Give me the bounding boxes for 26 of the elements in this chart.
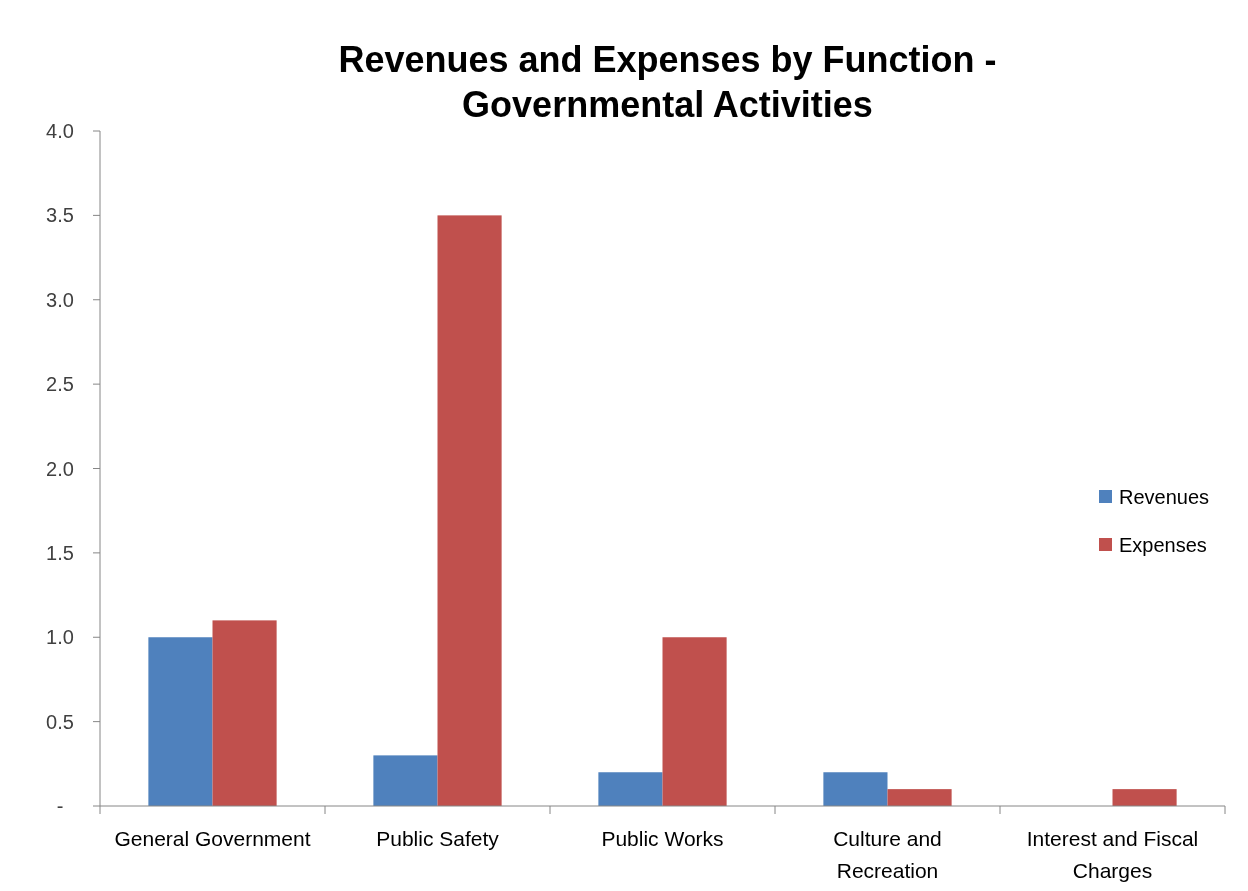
chart-title: Revenues and Expenses by Function - Governmental Activities: [338, 39, 997, 125]
bar: [373, 755, 438, 806]
y-tick-label: 2.5: [46, 373, 74, 396]
y-tick-label: 4.0: [46, 120, 74, 142]
bar: [662, 637, 727, 806]
bar: [212, 620, 277, 806]
bar: [1112, 789, 1177, 806]
legend-label: Revenues: [1119, 486, 1210, 508]
bar: [823, 772, 888, 806]
bar: [437, 215, 502, 806]
x-tick-label: Culture and Recreation: [833, 827, 942, 882]
x-tick-label: Public Works: [601, 827, 724, 850]
bar: [598, 772, 663, 806]
x-tick-label: Public Safety: [376, 827, 500, 850]
y-tick-label: -: [56, 795, 64, 817]
bar: [148, 637, 213, 806]
y-tick-label: 1.0: [46, 626, 74, 649]
y-tick-label: 3.5: [46, 204, 74, 227]
y-tick-label: 0.5: [46, 710, 74, 733]
x-tick-label: Interest and Fiscal Charges: [1026, 827, 1199, 882]
y-tick-label: 3.0: [46, 288, 74, 311]
y-tick-label: 2.0: [46, 457, 74, 480]
y-tick-label: 1.5: [46, 541, 74, 564]
legend-label: Expenses: [1119, 534, 1207, 556]
x-tick-label: General Government: [114, 827, 311, 850]
bar: [887, 789, 952, 806]
